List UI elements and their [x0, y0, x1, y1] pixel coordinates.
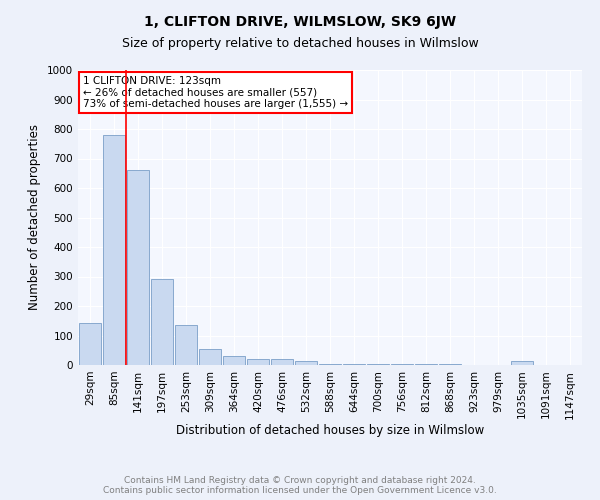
Bar — [271, 358, 293, 365]
Bar — [511, 361, 533, 365]
Bar — [127, 170, 149, 365]
Bar — [199, 350, 221, 365]
Bar — [391, 364, 413, 365]
Bar — [343, 364, 365, 365]
Bar — [175, 325, 197, 365]
Bar — [439, 364, 461, 365]
Bar — [151, 278, 173, 365]
X-axis label: Distribution of detached houses by size in Wilmslow: Distribution of detached houses by size … — [176, 424, 484, 437]
Text: 1 CLIFTON DRIVE: 123sqm
← 26% of detached houses are smaller (557)
73% of semi-d: 1 CLIFTON DRIVE: 123sqm ← 26% of detache… — [83, 76, 348, 109]
Bar — [223, 356, 245, 365]
Text: Contains HM Land Registry data © Crown copyright and database right 2024.
Contai: Contains HM Land Registry data © Crown c… — [103, 476, 497, 495]
Bar — [295, 361, 317, 365]
Bar — [247, 358, 269, 365]
Bar — [103, 136, 125, 365]
Y-axis label: Number of detached properties: Number of detached properties — [28, 124, 41, 310]
Bar — [79, 323, 101, 365]
Text: Size of property relative to detached houses in Wilmslow: Size of property relative to detached ho… — [122, 38, 478, 51]
Bar — [367, 364, 389, 365]
Text: 1, CLIFTON DRIVE, WILMSLOW, SK9 6JW: 1, CLIFTON DRIVE, WILMSLOW, SK9 6JW — [144, 15, 456, 29]
Bar — [415, 364, 437, 365]
Bar — [319, 364, 341, 365]
